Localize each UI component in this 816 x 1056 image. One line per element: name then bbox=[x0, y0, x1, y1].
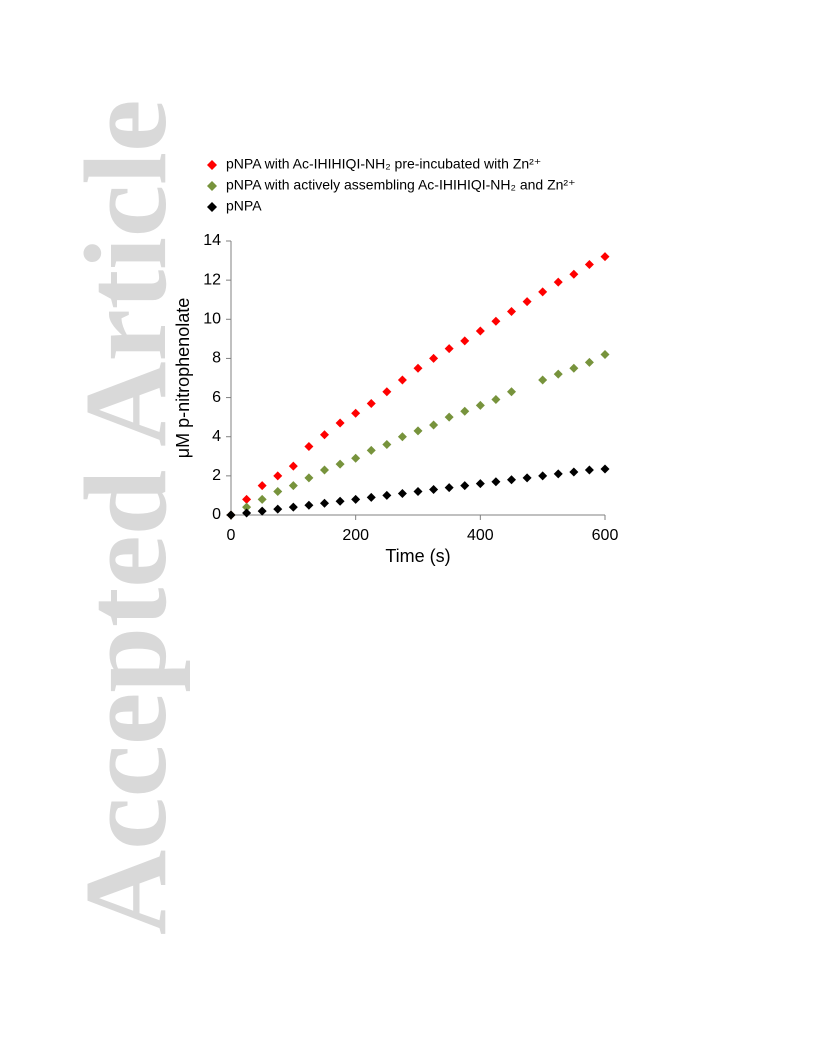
data-point bbox=[553, 277, 563, 287]
data-point bbox=[273, 471, 283, 481]
data-point bbox=[335, 496, 345, 506]
legend-label: pNPA with Ac-IHIHIQI-NH₂ pre-incubated w… bbox=[226, 156, 541, 172]
data-point bbox=[288, 502, 298, 512]
data-point bbox=[538, 287, 548, 297]
legend-label: pNPA bbox=[226, 198, 262, 214]
data-point bbox=[273, 487, 283, 497]
data-point bbox=[507, 306, 516, 316]
data-point bbox=[304, 500, 314, 510]
data-point bbox=[366, 445, 376, 455]
data-point bbox=[320, 498, 329, 508]
data-point bbox=[335, 418, 345, 428]
data-point bbox=[475, 400, 485, 410]
data-point bbox=[584, 465, 594, 475]
data-point bbox=[288, 481, 298, 491]
x-tick-label: 0 bbox=[227, 527, 236, 544]
data-point bbox=[242, 508, 252, 518]
y-tick-label: 10 bbox=[203, 311, 221, 328]
data-point bbox=[257, 494, 267, 504]
data-point bbox=[351, 494, 361, 504]
y-tick-label: 0 bbox=[212, 506, 221, 523]
data-point bbox=[242, 494, 252, 504]
data-point bbox=[351, 453, 361, 463]
data-point bbox=[257, 506, 267, 516]
data-point bbox=[304, 442, 314, 451]
data-point bbox=[491, 316, 501, 326]
data-point bbox=[600, 252, 610, 262]
data-point bbox=[522, 473, 532, 483]
data-point bbox=[413, 487, 423, 497]
y-tick-label: 8 bbox=[212, 350, 221, 367]
x-tick-label: 600 bbox=[592, 527, 619, 544]
data-point bbox=[460, 336, 470, 346]
data-point bbox=[444, 412, 454, 422]
data-point bbox=[569, 269, 579, 279]
x-axis-label: Time (s) bbox=[385, 546, 450, 566]
data-point bbox=[366, 492, 376, 502]
data-point bbox=[444, 483, 454, 493]
data-point bbox=[460, 406, 470, 416]
legend-marker bbox=[207, 160, 217, 170]
data-point bbox=[475, 326, 485, 336]
legend-label: pNPA with actively assembling Ac-IHIHIQI… bbox=[226, 177, 575, 193]
data-point bbox=[491, 395, 501, 405]
data-point bbox=[538, 471, 548, 481]
data-point bbox=[460, 481, 470, 491]
data-point bbox=[600, 464, 610, 474]
y-axis-label: μM p-nitrophenolate bbox=[173, 298, 193, 458]
data-point bbox=[335, 459, 345, 469]
data-point bbox=[475, 479, 485, 489]
data-point bbox=[600, 350, 610, 360]
data-point bbox=[382, 490, 392, 500]
data-point bbox=[413, 363, 423, 373]
data-point bbox=[320, 465, 329, 475]
y-tick-label: 2 bbox=[212, 467, 221, 484]
data-point bbox=[538, 375, 548, 385]
data-point bbox=[429, 353, 439, 363]
data-point bbox=[507, 387, 516, 397]
data-point bbox=[553, 369, 563, 379]
y-tick-label: 6 bbox=[212, 389, 221, 406]
data-point bbox=[366, 398, 376, 408]
data-point bbox=[273, 504, 283, 514]
legend-marker bbox=[207, 202, 217, 212]
data-point bbox=[507, 475, 516, 485]
data-point bbox=[242, 502, 252, 512]
data-point bbox=[397, 432, 407, 442]
data-point bbox=[429, 420, 439, 430]
data-point bbox=[382, 440, 392, 450]
watermark: Accepted Article bbox=[60, 100, 191, 935]
x-tick-label: 400 bbox=[467, 527, 494, 544]
data-point bbox=[382, 387, 392, 397]
y-tick-label: 14 bbox=[203, 232, 221, 249]
data-point bbox=[304, 473, 314, 483]
data-point bbox=[226, 510, 236, 520]
data-point bbox=[288, 461, 298, 471]
data-point bbox=[569, 363, 579, 373]
data-point bbox=[413, 426, 423, 436]
y-tick-label: 4 bbox=[212, 428, 221, 445]
x-tick-label: 200 bbox=[342, 527, 369, 544]
data-point bbox=[584, 357, 594, 367]
data-point bbox=[491, 477, 501, 487]
data-point bbox=[569, 467, 579, 477]
data-point bbox=[257, 481, 267, 491]
data-point bbox=[553, 469, 563, 479]
data-point bbox=[320, 430, 329, 440]
data-point bbox=[351, 408, 361, 418]
data-point bbox=[397, 375, 407, 385]
data-point bbox=[444, 344, 454, 354]
legend-marker bbox=[207, 181, 217, 191]
data-point bbox=[397, 488, 407, 498]
data-point bbox=[584, 259, 594, 269]
y-tick-label: 12 bbox=[203, 271, 221, 288]
data-point bbox=[429, 485, 439, 495]
data-point bbox=[522, 297, 532, 307]
